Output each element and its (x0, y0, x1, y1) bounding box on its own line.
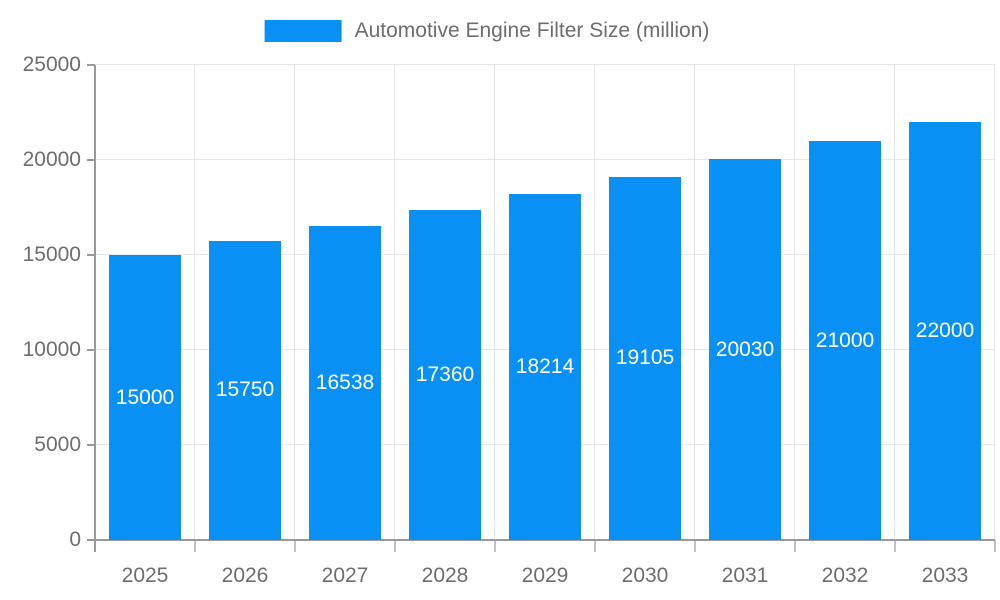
y-gridline (95, 64, 995, 65)
x-axis-tick (694, 540, 696, 552)
x-tick-label: 2031 (721, 564, 769, 587)
category-boundary-gridline (894, 65, 895, 540)
x-axis-tick (794, 540, 796, 552)
bar-value-label: 21000 (815, 328, 875, 352)
y-gridline (95, 159, 995, 160)
category-boundary-gridline (194, 65, 195, 540)
y-tick-label: 5000 (34, 433, 81, 456)
bar: 19105 (609, 177, 681, 540)
bar: 18214 (509, 193, 581, 540)
y-tick-label: 10000 (22, 338, 81, 361)
bar: 20030 (709, 159, 781, 540)
x-axis-tick (894, 540, 896, 552)
y-tick-label: 20000 (22, 148, 81, 171)
bar: 21000 (809, 141, 881, 540)
bar-value-label: 15000 (115, 385, 175, 409)
bar: 15000 (109, 255, 181, 540)
y-tick-label: 25000 (22, 53, 81, 76)
legend: Automotive Engine Filter Size (million) (264, 19, 710, 43)
category-boundary-gridline (294, 65, 295, 540)
x-axis-tick (494, 540, 496, 552)
bar: 16538 (309, 225, 381, 540)
x-axis-tick (194, 540, 196, 552)
y-tick-label: 0 (69, 528, 81, 551)
category-boundary-gridline (494, 65, 495, 540)
category-boundary-gridline (394, 65, 395, 540)
y-axis-tick (87, 254, 95, 256)
category-boundary-gridline (994, 65, 995, 540)
y-axis-tick (87, 159, 95, 161)
y-axis-tick (87, 444, 95, 446)
category-boundary-gridline (794, 65, 795, 540)
x-tick-label: 2025 (121, 564, 169, 587)
bar: 22000 (909, 122, 981, 540)
bar-value-label: 20030 (715, 337, 775, 361)
x-tick-label: 2030 (621, 564, 669, 587)
x-axis-tick (394, 540, 396, 552)
legend-swatch (264, 20, 342, 42)
bar: 15750 (209, 240, 281, 540)
x-tick-label: 2032 (821, 564, 869, 587)
x-axis-tick (594, 540, 596, 552)
bar-value-label: 22000 (915, 319, 975, 342)
y-axis-tick (87, 349, 95, 351)
y-axis-line (94, 65, 96, 552)
y-tick-label: 15000 (22, 243, 81, 266)
bar: 17360 (409, 210, 481, 540)
bar-value-label: 17360 (415, 363, 475, 387)
x-tick-label: 2026 (221, 564, 269, 587)
category-boundary-gridline (594, 65, 595, 540)
x-tick-label: 2027 (321, 564, 369, 587)
bar-value-label: 15750 (215, 378, 275, 402)
x-axis-tick (994, 540, 996, 552)
bar-value-label: 16538 (315, 370, 375, 394)
x-axis-tick (294, 540, 296, 552)
x-tick-label: 2029 (521, 564, 569, 587)
y-axis-tick (87, 64, 95, 66)
legend-label: Automotive Engine Filter Size (million) (354, 19, 710, 42)
bar-value-label: 19105 (615, 346, 675, 370)
category-boundary-gridline (694, 65, 695, 540)
x-axis-line (87, 539, 995, 541)
x-tick-label: 2028 (421, 564, 469, 587)
bar-value-label: 18214 (515, 354, 575, 378)
x-tick-label: 2033 (921, 564, 969, 587)
